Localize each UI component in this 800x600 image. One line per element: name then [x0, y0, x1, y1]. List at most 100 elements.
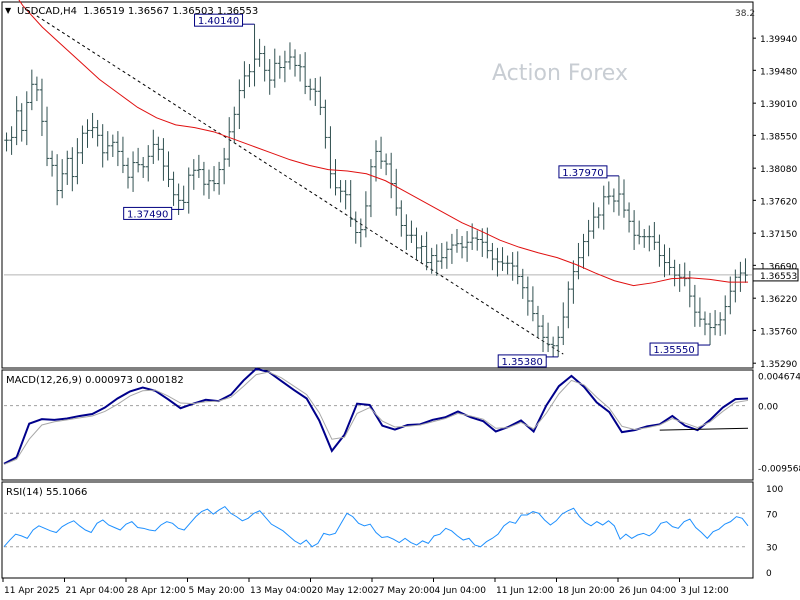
price-bar	[449, 233, 455, 264]
time-axis-tick-label: 20 May 12:00	[312, 586, 374, 596]
price-axis-tick-label: 1.39940	[760, 35, 797, 45]
annotation-label: 1.37490	[127, 209, 168, 220]
time-axis-tick-label: 21 Apr 04:00	[66, 586, 125, 596]
price-series-layer: 1.40140 1.37490 1.37970 1.35380 1.35550	[4, 0, 752, 368]
price-bar	[44, 106, 50, 167]
price-bar	[560, 302, 566, 346]
macd-series-layer	[3, 367, 749, 465]
price-bar	[606, 181, 612, 205]
price-bar	[712, 310, 718, 336]
price-bar	[191, 159, 197, 190]
price-panel	[1, 1, 754, 369]
price-bar	[171, 171, 176, 206]
price-bar	[252, 24, 257, 87]
price-bar	[39, 78, 45, 137]
price-bar	[105, 131, 111, 161]
price-bar	[75, 138, 80, 185]
price-bar	[728, 276, 733, 315]
price-bar	[237, 79, 242, 130]
time-axis-tick-label: 3 Jul 12:00	[681, 586, 730, 596]
price-bar	[393, 168, 399, 216]
price-axis-tick-label: 1.38550	[760, 132, 797, 142]
price-bar	[505, 255, 510, 275]
price-bar	[454, 228, 460, 253]
price-bar	[338, 180, 343, 203]
rsi-line	[3, 505, 749, 548]
price-bar	[201, 161, 207, 196]
price-bar	[707, 312, 713, 346]
chart-menu-glyph[interactable]: ▼	[5, 6, 12, 15]
price-bar	[333, 159, 338, 196]
price-bar	[576, 242, 581, 280]
price-bar	[722, 295, 728, 335]
macd-axis-tick-label: -0.009568	[758, 464, 800, 474]
price-bar	[363, 191, 369, 238]
price-bar	[242, 61, 247, 99]
price-bar	[641, 228, 647, 248]
price-bar	[161, 138, 166, 181]
price-bar	[662, 244, 667, 278]
time-axis-tick-label: 4 Jun 04:00	[435, 586, 487, 596]
macd-signal-line	[3, 371, 749, 465]
price-bar	[368, 159, 374, 218]
price-axis-tick-label: 1.37620	[760, 197, 797, 207]
downtrend-line	[26, 9, 564, 355]
price-bar	[636, 220, 642, 245]
price-bar	[378, 136, 384, 169]
price-bar	[14, 96, 19, 146]
price-bar	[125, 157, 131, 189]
price-axis-tick-label: 1.35290	[760, 360, 797, 370]
price-bar	[464, 231, 470, 262]
price-bar	[216, 161, 222, 195]
annotation-box	[558, 165, 608, 179]
macd-divergence-line	[659, 427, 749, 431]
price-bar	[510, 252, 515, 281]
price-bar	[328, 126, 333, 189]
price-bar	[282, 50, 288, 83]
price-bar	[657, 234, 662, 267]
price-bar	[566, 281, 571, 329]
watermark-text: Action Forex	[492, 61, 628, 86]
price-axis-tick-label: 1.39480	[760, 67, 797, 77]
annotation-box	[123, 206, 173, 220]
time-axis-tick-label: 28 Apr 12:00	[127, 586, 186, 596]
macd-panel-title: MACD(12,26,9) 0.000973 0.000182	[6, 375, 184, 386]
axis-labels-layer: 1.39940 1.39480 1.39010 1.38550 1.38080 1.376…	[2, 35, 800, 596]
price-bar	[34, 76, 40, 102]
price-bar	[469, 223, 475, 250]
moving-average-line	[18, 0, 748, 287]
price-bar	[247, 64, 252, 88]
price-axis-tick-label: 1.39010	[760, 100, 797, 110]
price-bar	[515, 251, 520, 285]
price-bar	[145, 145, 151, 182]
price-bar	[19, 103, 24, 142]
price-bar	[110, 134, 116, 157]
annotation-label: 1.35380	[502, 357, 543, 368]
current-price-box	[752, 268, 799, 282]
time-axis-tick-label: 5 May 20:00	[189, 586, 245, 596]
annotation-box	[497, 354, 547, 368]
macd-panel	[1, 369, 754, 481]
price-bar	[667, 247, 672, 276]
price-bar	[312, 78, 318, 106]
price-bar	[591, 202, 596, 239]
price-bar	[95, 119, 100, 147]
price-bar	[59, 159, 65, 199]
price-bar	[353, 211, 359, 244]
price-bar	[409, 220, 414, 243]
price-bar	[4, 132, 9, 152]
price-bar	[672, 259, 677, 287]
price-bar	[733, 269, 738, 303]
time-axis-tick-label: 11 Jun 12:00	[496, 586, 553, 596]
price-bar	[601, 185, 607, 230]
price-bar	[550, 336, 556, 357]
rsi-series-layer	[3, 505, 749, 548]
price-bar	[616, 175, 622, 216]
price-bar	[480, 228, 485, 257]
price-bar	[49, 150, 55, 177]
price-bar	[530, 286, 536, 322]
price-bar	[495, 247, 500, 277]
price-bar	[631, 210, 637, 250]
price-bar	[24, 91, 30, 146]
price-bar	[257, 38, 262, 67]
